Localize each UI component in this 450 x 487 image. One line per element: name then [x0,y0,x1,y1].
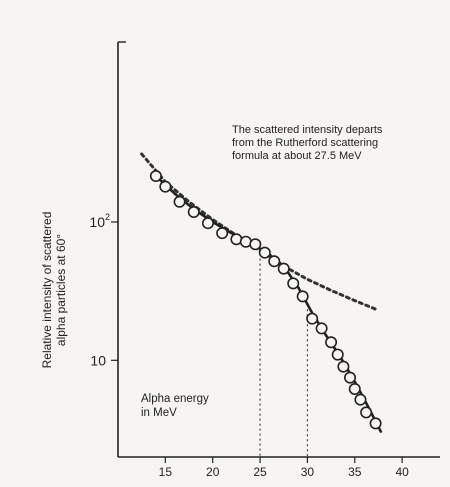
data-point-2 [173,195,186,208]
data-point-8 [249,238,262,251]
x-tick-label-5: 40 [395,465,409,479]
x-tick-label-0: 15 [159,465,173,479]
data-point-5 [216,227,229,240]
annotation-line-3: formula at about 27.5 MeV [232,150,362,162]
annotation-line-1: The scattered intensity departs [232,124,383,136]
data-point-17 [331,348,344,361]
x-axis-label-line-1: Alpha energy [141,393,209,405]
data-point-21 [354,393,367,406]
x-tick-label-2: 25 [253,465,267,479]
y-tick-label-0: 10 [90,352,106,368]
x-axis-label: Alpha energy in MeV [141,392,209,420]
x-tick-label-1: 20 [206,465,220,479]
data-point-16 [325,336,338,349]
chart-annotation: The scattered intensity departs from the… [232,124,442,163]
x-axis-label-line-2: in MeV [141,407,177,419]
data-point-20 [348,383,361,396]
y-tick-label-1: 102 [89,212,110,230]
annotation-line-2: from the Rutherford scattering [232,137,379,149]
data-point-11 [277,262,290,275]
x-tick-label-4: 35 [348,465,362,479]
data-point-15 [315,322,328,335]
data-point-19 [344,371,357,384]
rutherford-curve [140,152,380,312]
data-point-13 [296,290,309,303]
y-axis-label: Relative intensity of scattered alpha pa… [40,175,80,405]
data-point-4 [201,217,214,230]
data-point-3 [187,206,200,219]
data-point-12 [287,277,300,290]
data-point-10 [268,255,281,268]
data-point-22 [360,406,373,419]
data-point-9 [258,246,271,259]
y-axis-label-line-2: alpha particles at 60° [54,233,68,347]
data-point-23 [369,417,382,430]
data-point-14 [306,312,319,325]
data-point-18 [337,360,350,373]
y-axis-label-line-1: Relative intensity of scattered [40,211,54,369]
x-tick-label-3: 30 [301,465,315,479]
data-point-1 [159,180,172,193]
data-point-0 [149,169,162,182]
